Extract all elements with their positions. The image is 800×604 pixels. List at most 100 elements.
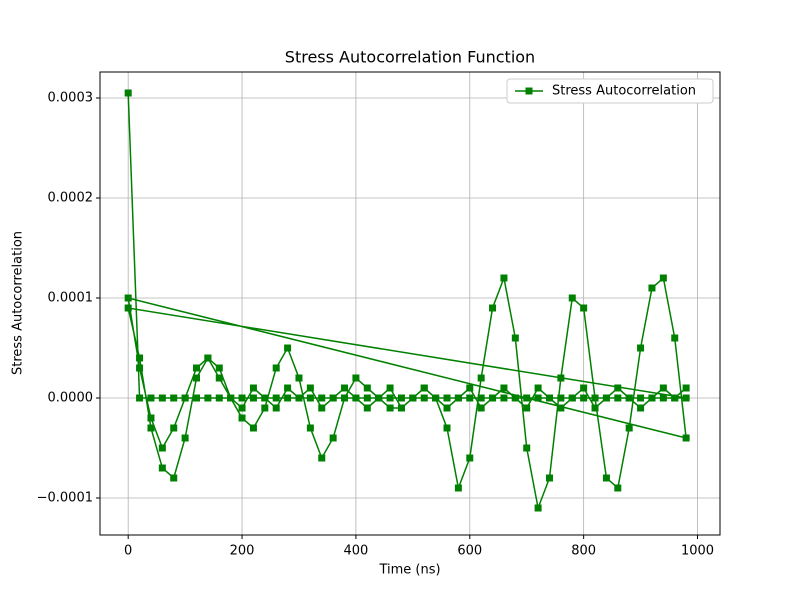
data-point bbox=[659, 384, 667, 392]
data-point bbox=[568, 394, 576, 402]
data-point bbox=[227, 394, 235, 402]
data-point bbox=[534, 504, 542, 512]
data-point bbox=[215, 364, 223, 372]
data-point bbox=[238, 394, 246, 402]
data-point bbox=[682, 394, 690, 402]
data-point bbox=[557, 374, 565, 382]
data-point bbox=[409, 394, 417, 402]
data-point bbox=[397, 394, 405, 402]
data-point bbox=[249, 424, 257, 432]
data-point bbox=[511, 334, 519, 342]
data-point bbox=[158, 464, 166, 472]
data-point bbox=[306, 424, 314, 432]
data-point bbox=[489, 304, 497, 312]
data-point bbox=[136, 364, 144, 372]
y-tick-label: 0.0003 bbox=[48, 91, 94, 106]
data-point bbox=[557, 394, 565, 402]
data-point bbox=[466, 384, 474, 392]
data-point bbox=[193, 374, 201, 382]
data-point bbox=[648, 394, 656, 402]
data-point bbox=[363, 404, 371, 412]
data-point bbox=[477, 374, 485, 382]
data-point bbox=[511, 394, 519, 402]
data-point bbox=[238, 404, 246, 412]
data-point bbox=[534, 394, 542, 402]
data-point bbox=[295, 394, 303, 402]
x-tick-label: 1000 bbox=[681, 544, 714, 559]
data-point bbox=[238, 414, 246, 422]
data-point bbox=[170, 424, 178, 432]
data-point bbox=[580, 384, 588, 392]
data-point bbox=[386, 384, 394, 392]
data-point bbox=[397, 404, 405, 412]
data-point bbox=[466, 394, 474, 402]
y-tick-label: 0.0001 bbox=[48, 291, 94, 306]
data-point bbox=[181, 434, 189, 442]
data-point bbox=[420, 384, 428, 392]
data-point bbox=[614, 484, 622, 492]
data-point bbox=[318, 454, 326, 462]
data-point bbox=[682, 384, 690, 392]
data-point bbox=[545, 394, 553, 402]
data-point bbox=[158, 394, 166, 402]
data-point bbox=[602, 474, 610, 482]
data-point bbox=[443, 394, 451, 402]
data-point bbox=[318, 404, 326, 412]
data-point bbox=[193, 364, 201, 372]
data-point bbox=[170, 394, 178, 402]
data-point bbox=[580, 304, 588, 312]
x-tick-label: 200 bbox=[230, 544, 255, 559]
data-point bbox=[500, 394, 508, 402]
data-point bbox=[181, 394, 189, 402]
x-tick-label: 800 bbox=[571, 544, 596, 559]
x-tick-label: 0 bbox=[124, 544, 132, 559]
data-point bbox=[432, 394, 440, 402]
data-point bbox=[648, 284, 656, 292]
data-point bbox=[124, 294, 132, 302]
data-point bbox=[329, 394, 337, 402]
data-point bbox=[284, 344, 292, 352]
data-point bbox=[591, 404, 599, 412]
data-point bbox=[272, 394, 280, 402]
data-point bbox=[682, 434, 690, 442]
data-point bbox=[147, 424, 155, 432]
data-point bbox=[136, 354, 144, 362]
data-point bbox=[545, 474, 553, 482]
plot-frame bbox=[99, 71, 721, 536]
data-point bbox=[637, 344, 645, 352]
data-point bbox=[147, 414, 155, 422]
data-point bbox=[637, 404, 645, 412]
data-point bbox=[659, 274, 667, 282]
data-point bbox=[295, 374, 303, 382]
data-point bbox=[204, 354, 212, 362]
data-point bbox=[625, 424, 633, 432]
chart-title: Stress Autocorrelation Function bbox=[285, 48, 535, 67]
data-point bbox=[591, 394, 599, 402]
data-point bbox=[249, 384, 257, 392]
y-tick-label: −0.0001 bbox=[37, 491, 93, 506]
data-point bbox=[124, 89, 132, 97]
data-point bbox=[454, 394, 462, 402]
data-point bbox=[602, 394, 610, 402]
data-point bbox=[147, 394, 155, 402]
data-point bbox=[306, 384, 314, 392]
data-point bbox=[352, 374, 360, 382]
data-point bbox=[523, 404, 531, 412]
data-point bbox=[124, 304, 132, 312]
data-point bbox=[500, 274, 508, 282]
series-line bbox=[127, 92, 687, 511]
data-point bbox=[170, 474, 178, 482]
data-point bbox=[454, 484, 462, 492]
data-point bbox=[341, 394, 349, 402]
y-tick-label: 0.0002 bbox=[48, 191, 94, 206]
data-point bbox=[375, 394, 383, 402]
data-point bbox=[614, 384, 622, 392]
data-point bbox=[489, 394, 497, 402]
data-point bbox=[363, 384, 371, 392]
data-point bbox=[249, 394, 257, 402]
data-point bbox=[420, 394, 428, 402]
data-point bbox=[158, 444, 166, 452]
data-point bbox=[215, 374, 223, 382]
x-tick-label: 400 bbox=[343, 544, 368, 559]
